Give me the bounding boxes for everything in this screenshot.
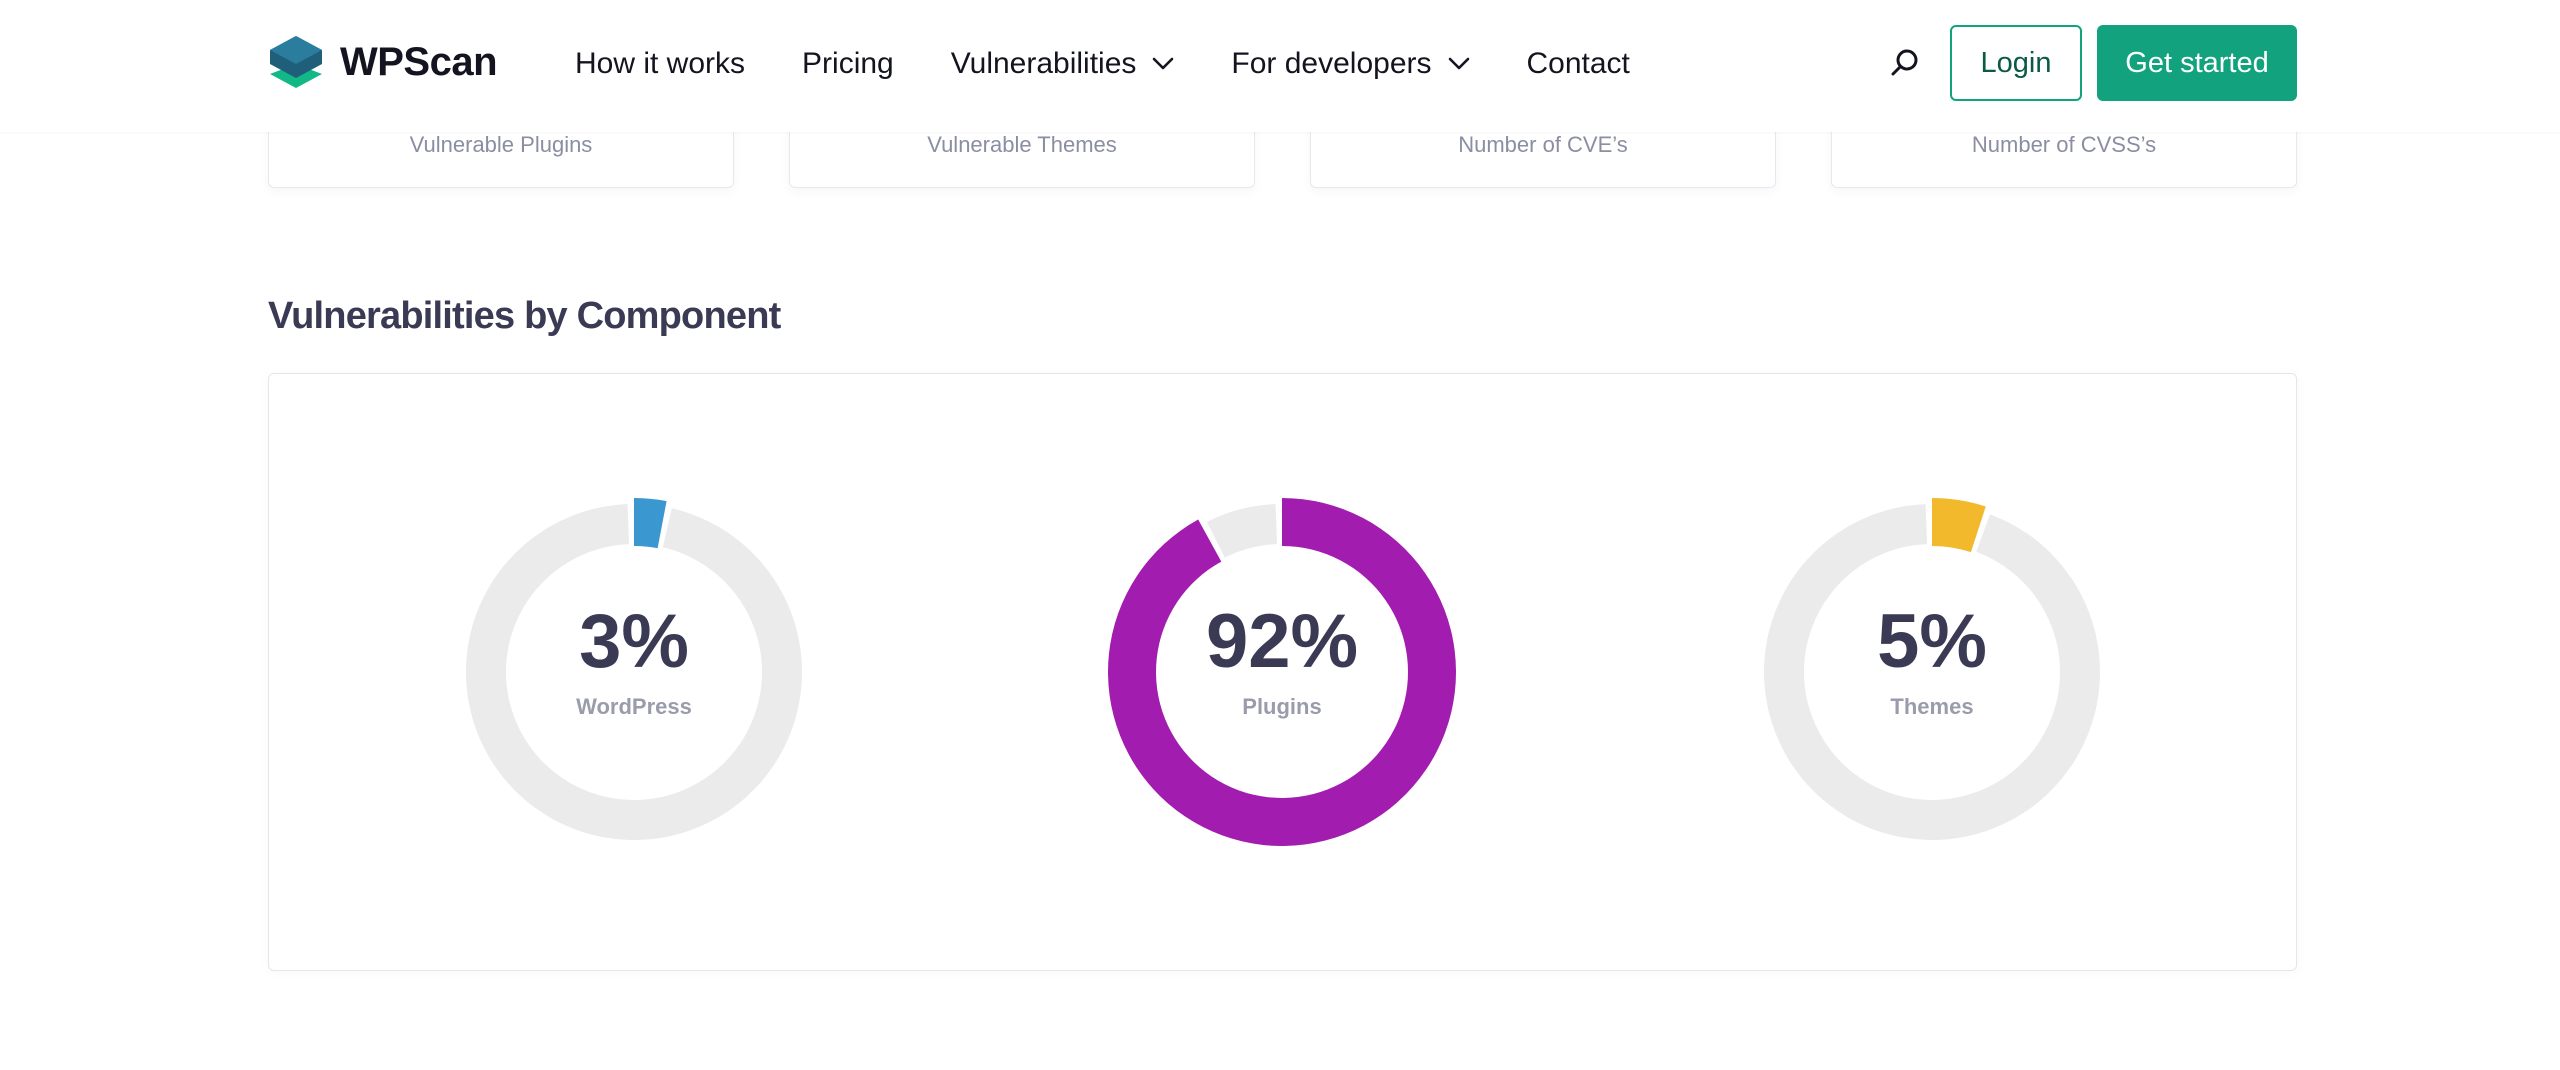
donut-label: WordPress xyxy=(576,694,692,719)
site-header: WPScan How it works Pricing Vulnerabilitie… xyxy=(0,0,2560,132)
stat-label: Vulnerable Plugins xyxy=(409,132,593,157)
nav-item-label: Vulnerabilities xyxy=(950,47,1137,80)
nav-item-label: Contact xyxy=(1526,47,1630,80)
chevron-down-icon xyxy=(1153,57,1174,70)
donut-percent: 92% xyxy=(1205,599,1359,684)
nav-item-pricing[interactable]: Pricing xyxy=(802,47,894,81)
get-started-button[interactable]: Get started xyxy=(2097,25,2297,101)
nav-item-vulnerabilities[interactable]: Vulnerabilities xyxy=(951,47,1175,81)
donut-slice-themes[interactable] xyxy=(1932,498,1986,553)
brand-logo[interactable]: WPScan xyxy=(268,34,498,90)
chevron-down-icon xyxy=(1448,57,1469,70)
login-button[interactable]: Login xyxy=(1950,25,2082,101)
donut-percent: 5% xyxy=(1877,599,1987,684)
wpscan-logo-icon xyxy=(270,36,322,88)
brand-name: WPScan xyxy=(340,39,498,84)
nav-item-contact[interactable]: Contact xyxy=(1527,47,1630,81)
nav-item-label: Pricing xyxy=(802,47,894,80)
donut-themes: 5% Themes xyxy=(1752,492,2112,852)
section-title: Vulnerabilities by Component xyxy=(268,295,781,337)
donut-percent: 3% xyxy=(579,599,689,684)
donut-label: Plugins xyxy=(1242,694,1322,719)
stat-label: Number of CVE’s xyxy=(1458,132,1628,157)
nav-item-label: For developers xyxy=(1231,47,1432,80)
donut-wordpress: 3% WordPress xyxy=(454,492,814,852)
donut-label: Themes xyxy=(1890,694,1974,719)
nav-item-for-developers[interactable]: For developers xyxy=(1231,47,1469,81)
nav-item-label: How it works xyxy=(575,47,746,80)
donut-track xyxy=(1206,504,1278,558)
search-icon[interactable] xyxy=(1888,46,1922,80)
stat-label: Vulnerable Themes xyxy=(927,132,1117,157)
donut-chart-wordpress xyxy=(466,498,802,840)
donut-chart-themes xyxy=(1764,498,2100,840)
donut-slice-wordpress[interactable] xyxy=(634,498,667,549)
donut-plugins: 92% Plugins xyxy=(1102,492,1462,852)
donut-chart-plugins xyxy=(1108,498,1456,846)
main-nav: How it works Pricing Vulnerabilities For de… xyxy=(575,0,1687,128)
stat-label: Number of CVSS’s xyxy=(1971,132,2157,157)
chart-panel: 3% WordPress 92% Plugins 5% Themes xyxy=(268,373,2297,971)
nav-item-how-it-works[interactable]: How it works xyxy=(575,47,745,81)
